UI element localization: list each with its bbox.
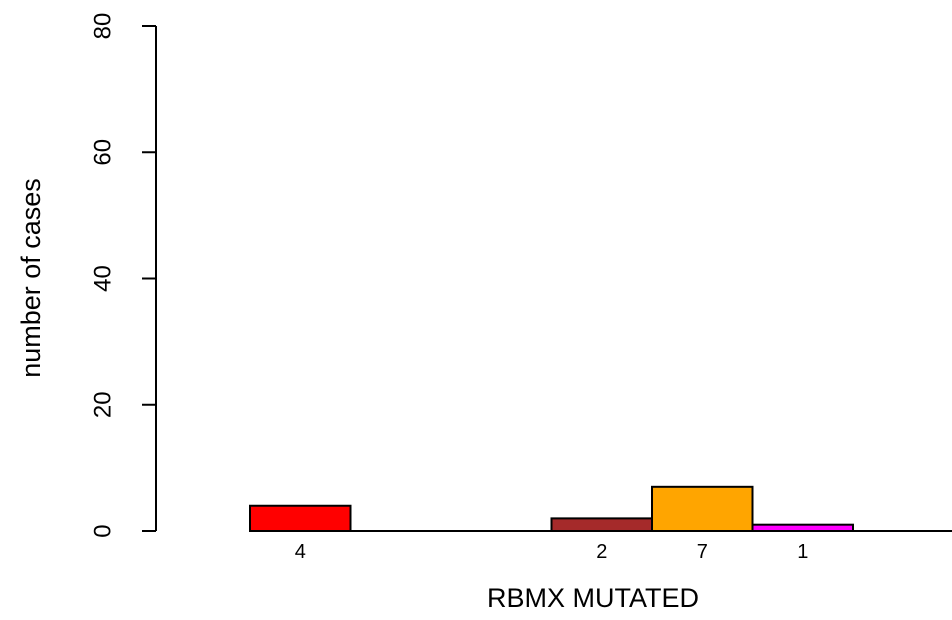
- bar-value-label: 2: [596, 541, 607, 563]
- bar-value-label: 7: [697, 541, 708, 563]
- bar-value-label: 4: [295, 541, 306, 563]
- y-tick-label: 40: [89, 265, 116, 292]
- bar: [651, 485, 754, 532]
- y-axis: 0 20 40 60 80: [89, 13, 157, 538]
- y-tick-label: 0: [89, 524, 116, 537]
- y-tick-label: 80: [89, 13, 116, 40]
- y-tick-label: 20: [89, 391, 116, 418]
- y-axis-label: number of cases: [16, 178, 46, 378]
- y-tick-label: 60: [89, 139, 116, 166]
- bar-value-label: 1: [797, 541, 808, 563]
- bar: [249, 504, 352, 532]
- x-axis-label: RBMX MUTATED: [487, 583, 699, 613]
- bar-labels-group: 4 2 7 1: [295, 541, 809, 563]
- bar: [550, 517, 653, 532]
- bars-group: [249, 485, 854, 532]
